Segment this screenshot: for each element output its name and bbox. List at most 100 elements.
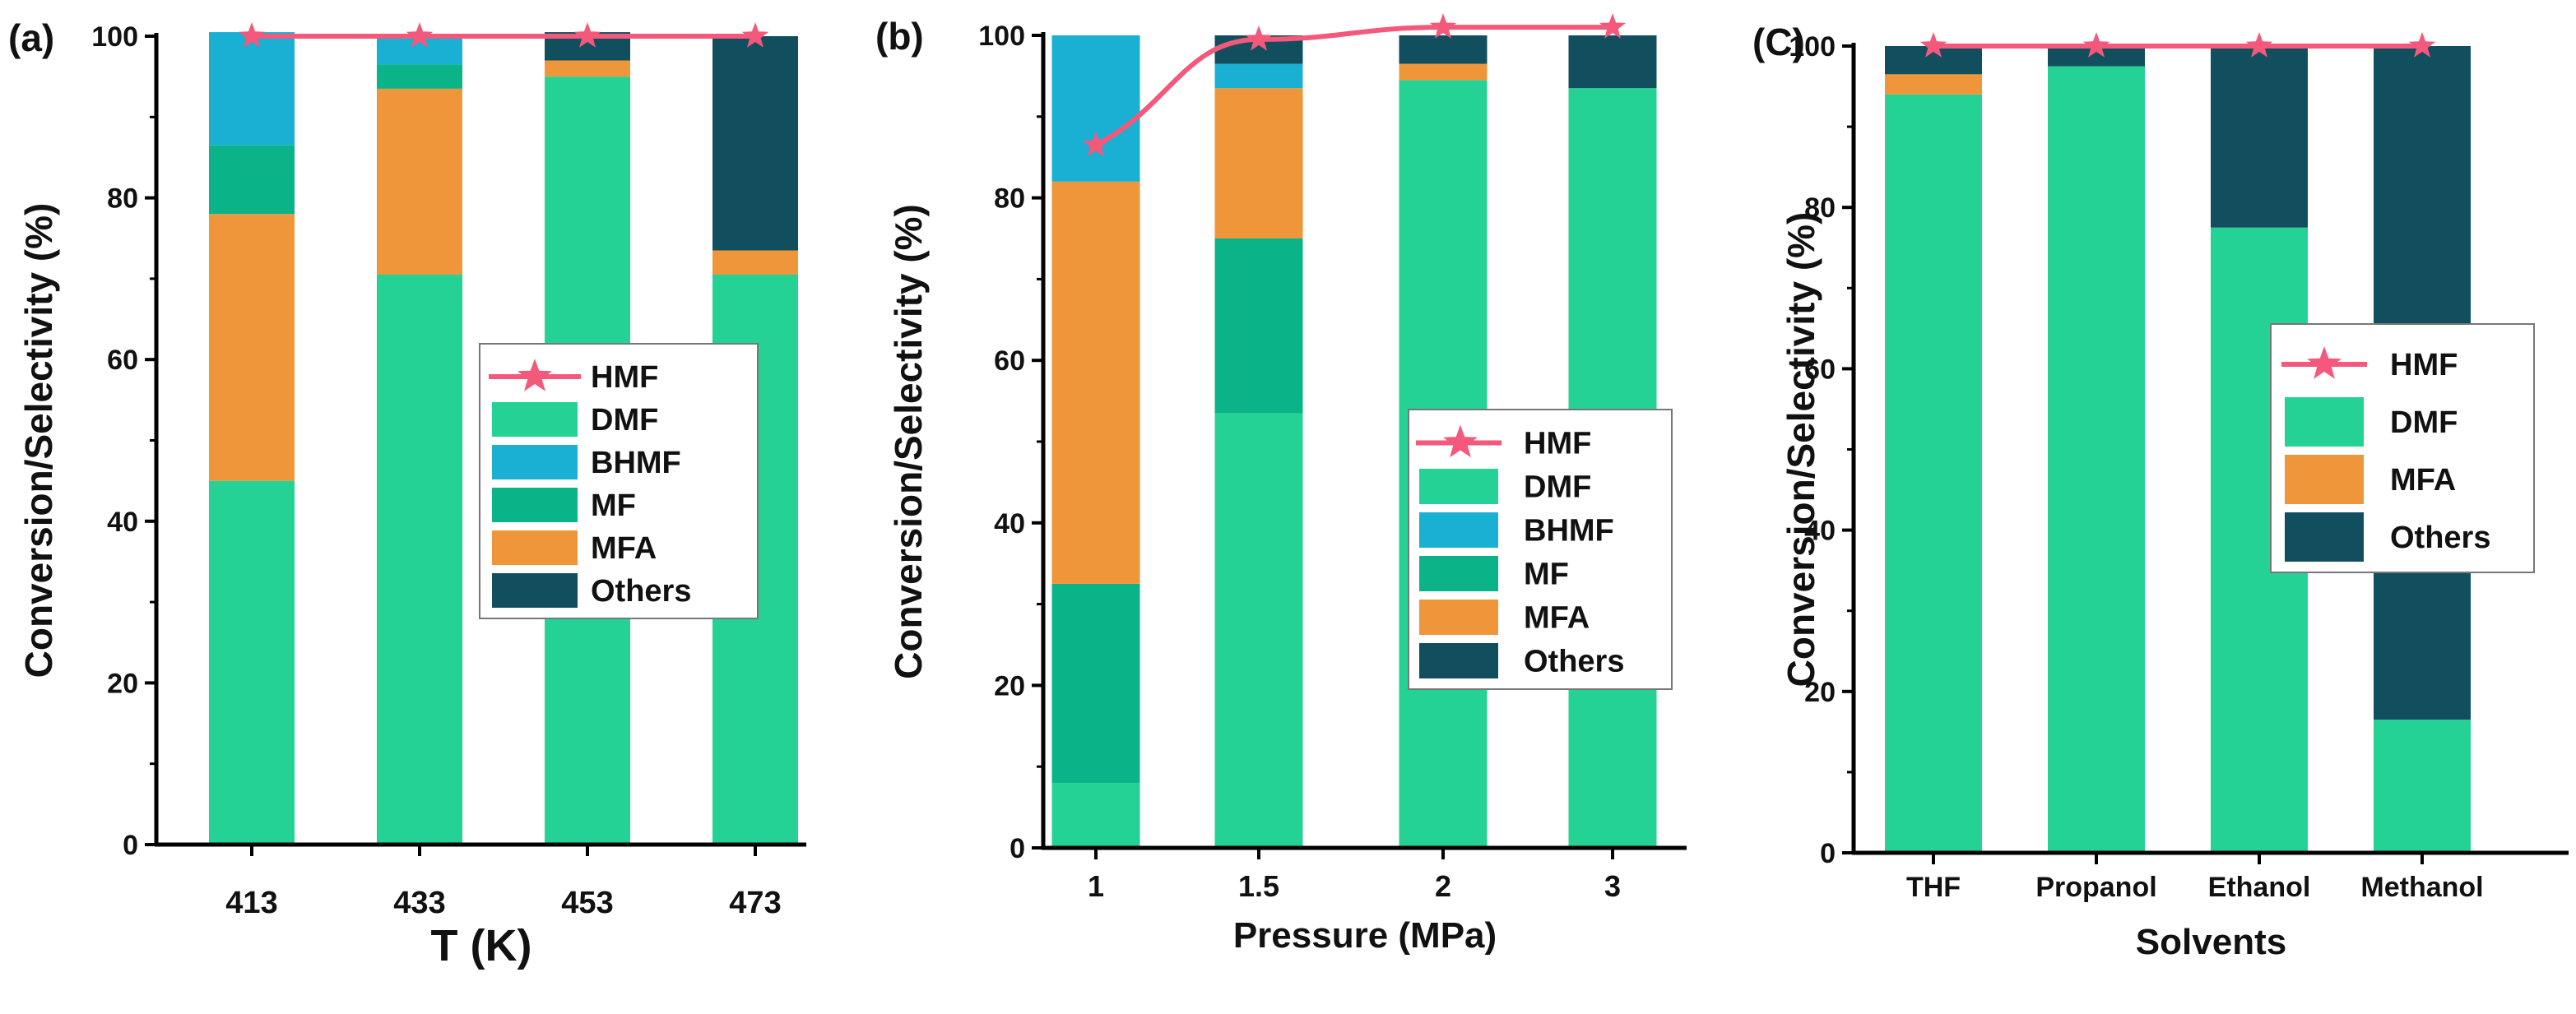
legend-swatch-mfa [492, 530, 578, 565]
bar-dmf-1.5 [1214, 413, 1303, 848]
legend-swatch-dmf [2285, 397, 2364, 447]
hmf-point-433 [406, 22, 434, 48]
y-tick-label: 40 [994, 508, 1025, 539]
legend-swatch-bhmf [1419, 512, 1498, 548]
x-tick-label: 473 [729, 886, 781, 920]
bar-others-473 [712, 36, 798, 251]
x-tick-label: 1 [1088, 869, 1104, 903]
hmf-point-1 [1082, 131, 1110, 157]
legend-label-mfa: MFA [2390, 463, 2456, 498]
bar-mfa-2 [1399, 63, 1488, 81]
bar-mfa-1.5 [1214, 88, 1303, 238]
x-tick-label: 2 [1435, 869, 1451, 903]
x-tick-label: THF [1906, 872, 1961, 903]
legend-hmf-star [1443, 424, 1478, 458]
legend-swatch-others [2285, 512, 2364, 562]
legend-label-bhmf: BHMF [591, 446, 681, 480]
x-axis-title: Pressure (MPa) [1233, 915, 1497, 956]
bar-others-2 [1399, 35, 1488, 64]
y-tick-label: 100 [1789, 31, 1836, 63]
bar-bhmf-1.5 [1214, 63, 1303, 89]
hmf-point-3 [1599, 13, 1627, 39]
y-axis-title: Conversion/Selectivity (%) [1780, 212, 1822, 688]
bar-dmf-433 [377, 274, 462, 845]
bar-mf-1 [1051, 583, 1140, 783]
bar-dmf-methanol [2374, 720, 2471, 853]
panel-label: (b) [875, 15, 924, 58]
legend-hmf-star [518, 359, 552, 391]
y-tick-label: 20 [107, 668, 138, 699]
bar-mfa-433 [377, 88, 462, 275]
y-tick-label: 60 [1804, 354, 1836, 385]
y-tick-label: 20 [994, 670, 1025, 701]
panel-label: (C) [1752, 21, 1805, 63]
hmf-point-413 [238, 22, 266, 48]
legend-label-dmf: DMF [591, 403, 658, 438]
hmf-point-propanol [2082, 32, 2110, 58]
y-tick-label: 20 [1804, 677, 1836, 708]
x-tick-label: Propanol [2035, 872, 2156, 903]
legend-hmf-star [2307, 346, 2342, 379]
legend-label-dmf: DMF [1524, 470, 1591, 505]
legend-label-bhmf: BHMF [1524, 514, 1614, 549]
bar-mfa-1 [1051, 181, 1140, 584]
bar-others-3 [1568, 35, 1657, 89]
legend-label-hmf: HMF [2390, 348, 2458, 382]
hmf-point-1.5 [1245, 25, 1273, 51]
legend: HMF DMF MFA Others [2270, 323, 2535, 573]
bar-bhmf-1 [1051, 35, 1140, 182]
legend-label-mf: MF [1524, 558, 1569, 592]
panel-label: (a) [8, 16, 54, 59]
bar-dmf-413 [209, 480, 295, 845]
legend-swatch-bhmf [492, 445, 578, 479]
legend-label-others: Others [2390, 521, 2490, 555]
y-tick-label: 100 [978, 21, 1025, 52]
bar-others-ethanol [2211, 46, 2308, 228]
legend-label-dmf: DMF [2390, 405, 2458, 440]
legend-label-mfa: MFA [591, 531, 657, 566]
x-tick-label: Methanol [2360, 872, 2483, 903]
hmf-point-453 [573, 22, 601, 48]
bar-mfa-thf [1885, 74, 1982, 95]
y-tick-label: 80 [994, 183, 1025, 215]
bar-bhmf-413 [209, 32, 295, 146]
legend-swatch-mfa [2285, 455, 2364, 504]
legend-label-mfa: MFA [1524, 601, 1590, 636]
legend: HMF DMF BHMF MF MFA Others [479, 343, 759, 619]
legend-swatch-mf [1419, 556, 1498, 591]
legend-swatch-dmf [492, 402, 578, 437]
y-tick-label: 0 [1820, 838, 1836, 869]
legend-label-others: Others [1524, 645, 1624, 679]
legend-swatch-others [492, 573, 578, 608]
x-axis-title: Solvents [2136, 922, 2286, 962]
x-tick-label: 453 [561, 886, 613, 920]
legend-frame [1408, 409, 1673, 690]
panel-3: 0 20 40 60 80 100 THF Propanol Ethanol Methanol HM… [1752, 21, 2569, 962]
legend: HMF DMF BHMF MF MFA Others [1408, 409, 1673, 690]
x-axis-title: T (K) [431, 921, 532, 970]
legend-swatch-dmf [1419, 469, 1498, 504]
hmf-point-473 [741, 22, 769, 48]
legend-swatch-others [1419, 643, 1498, 678]
y-tick-label: 40 [1804, 516, 1836, 547]
x-tick-label: 413 [225, 886, 277, 920]
y-tick-label: 60 [994, 345, 1025, 377]
bar-mfa-453 [545, 60, 630, 77]
hmf-point-2 [1429, 13, 1457, 39]
bar-mf-1.5 [1214, 238, 1303, 414]
y-tick-label: 100 [91, 21, 138, 53]
legend-label-hmf: HMF [1524, 427, 1591, 461]
bar-dmf-thf [1885, 94, 1982, 854]
bar-mf-433 [377, 64, 462, 89]
legend-label-mf: MF [591, 488, 636, 523]
y-tick-label: 0 [1010, 833, 1025, 864]
bar-dmf-propanol [2048, 66, 2145, 853]
legend-swatch-mf [492, 488, 578, 522]
hmf-point-ethanol [2245, 32, 2273, 58]
x-tick-label: Ethanol [2208, 872, 2311, 903]
bar-dmf-1 [1051, 782, 1140, 848]
hmf-line [1094, 25, 1613, 148]
hmf-point-methanol [2408, 32, 2436, 58]
legend-label-hmf: HMF [591, 360, 658, 395]
y-tick-label: 80 [107, 183, 138, 215]
